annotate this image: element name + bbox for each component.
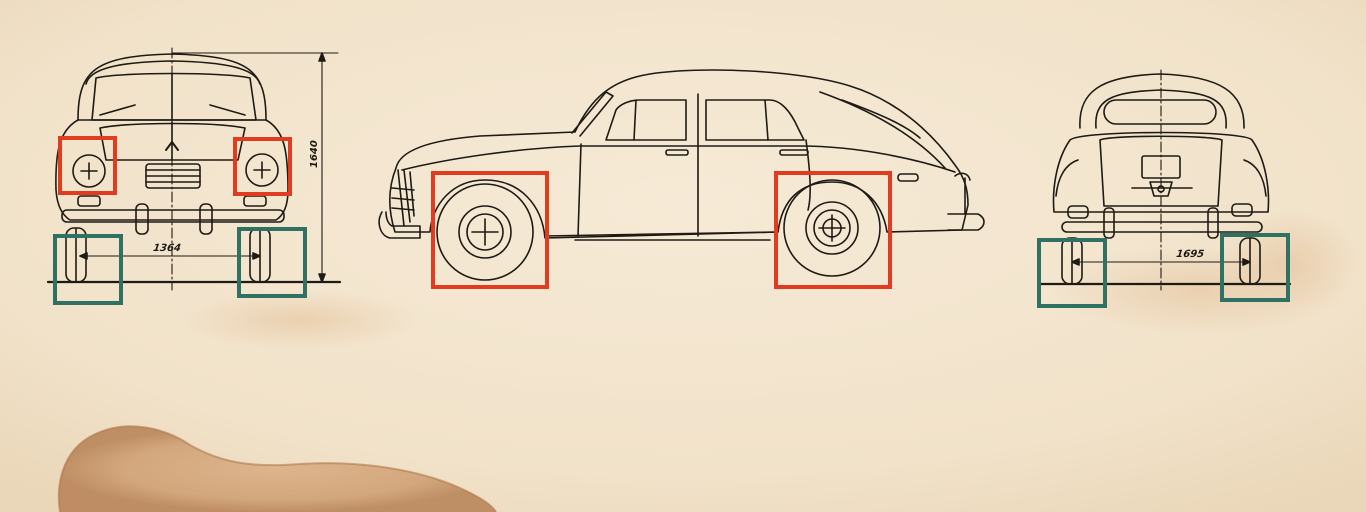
dim-arrow <box>318 273 326 283</box>
green-box-rear-right-wheel <box>1220 233 1290 302</box>
rear-vent <box>764 99 769 141</box>
quarter-vent <box>633 99 637 141</box>
rear-emblem <box>1131 181 1193 197</box>
coffee-stain <box>58 426 497 512</box>
green-box-rear-left-wheel <box>1037 238 1107 308</box>
green-annotations <box>53 227 1290 308</box>
wiper <box>209 104 246 116</box>
green-box-front-left-wheel <box>53 234 123 305</box>
door-line-rear <box>805 139 811 211</box>
door-line-front <box>577 143 582 237</box>
fog-light-left <box>77 195 101 207</box>
door-handle <box>779 149 809 156</box>
red-annotations <box>58 136 892 289</box>
side-rear-hub-inner <box>813 209 851 247</box>
side-front-wheel <box>436 183 534 281</box>
headlight-left <box>72 154 106 188</box>
side-beltline <box>401 145 956 173</box>
red-box-side-front-wheel <box>431 171 549 289</box>
dim-arrow <box>318 52 326 62</box>
faint-stain <box>180 290 420 350</box>
rear-width-dimension: 1695 <box>1175 249 1204 260</box>
side-rear-hubcap <box>805 201 859 255</box>
side-grille <box>391 169 415 227</box>
side-fastback <box>819 91 946 169</box>
front-width-dimension: 1364 <box>152 243 181 254</box>
side-window-front <box>605 99 687 141</box>
green-box-front-right-wheel <box>237 227 307 298</box>
door-handle <box>665 149 689 156</box>
tail-light-right <box>1231 203 1253 217</box>
rear-light <box>897 173 919 182</box>
coffee-stain-edge <box>57 425 497 512</box>
rear-window-frame <box>1095 89 1227 129</box>
front-bumper <box>61 209 285 223</box>
side-front-hub-inner <box>466 213 504 251</box>
side-rear-wheel <box>783 179 881 277</box>
side-body-outline <box>389 69 969 239</box>
dim-arrow <box>79 252 88 260</box>
rear-fender-left <box>1055 159 1079 197</box>
rear-bumper-guard <box>1103 207 1115 239</box>
red-box-front-right-headlight <box>233 137 292 196</box>
rear-window <box>1103 99 1217 125</box>
side-fastback-2 <box>841 99 921 139</box>
tail-light <box>954 172 971 181</box>
red-box-front-left-headlight <box>58 136 117 195</box>
side-windshield <box>571 91 614 137</box>
rear-body <box>1052 131 1270 213</box>
dim-arrow <box>1071 258 1080 266</box>
front-hood <box>99 122 246 161</box>
dim-arrow <box>252 252 261 260</box>
headlight-right <box>245 153 279 187</box>
bumper-guard <box>135 203 149 235</box>
rear-trunk <box>1099 135 1223 207</box>
side-running-board <box>544 231 779 237</box>
rear-roof <box>1079 73 1245 129</box>
side-front-hubcap <box>458 205 512 259</box>
rear-bumper <box>1061 221 1263 233</box>
rear-view <box>1038 69 1292 291</box>
bumper-guard <box>199 203 213 235</box>
side-view <box>378 69 985 281</box>
dim-arrow <box>1242 258 1251 266</box>
front-windshield <box>91 72 257 121</box>
tail-light-left <box>1067 205 1089 219</box>
rear-bumper-guard <box>1207 207 1219 239</box>
front-body <box>55 119 289 221</box>
side-rear-bumper <box>947 213 985 231</box>
red-box-side-rear-wheel <box>774 171 892 289</box>
rear-fender-right <box>1243 159 1267 197</box>
wiper <box>99 104 136 116</box>
side-front-bumper <box>378 211 421 239</box>
front-height-dimension: 1640 <box>309 140 320 168</box>
side-window-rear <box>705 99 805 141</box>
